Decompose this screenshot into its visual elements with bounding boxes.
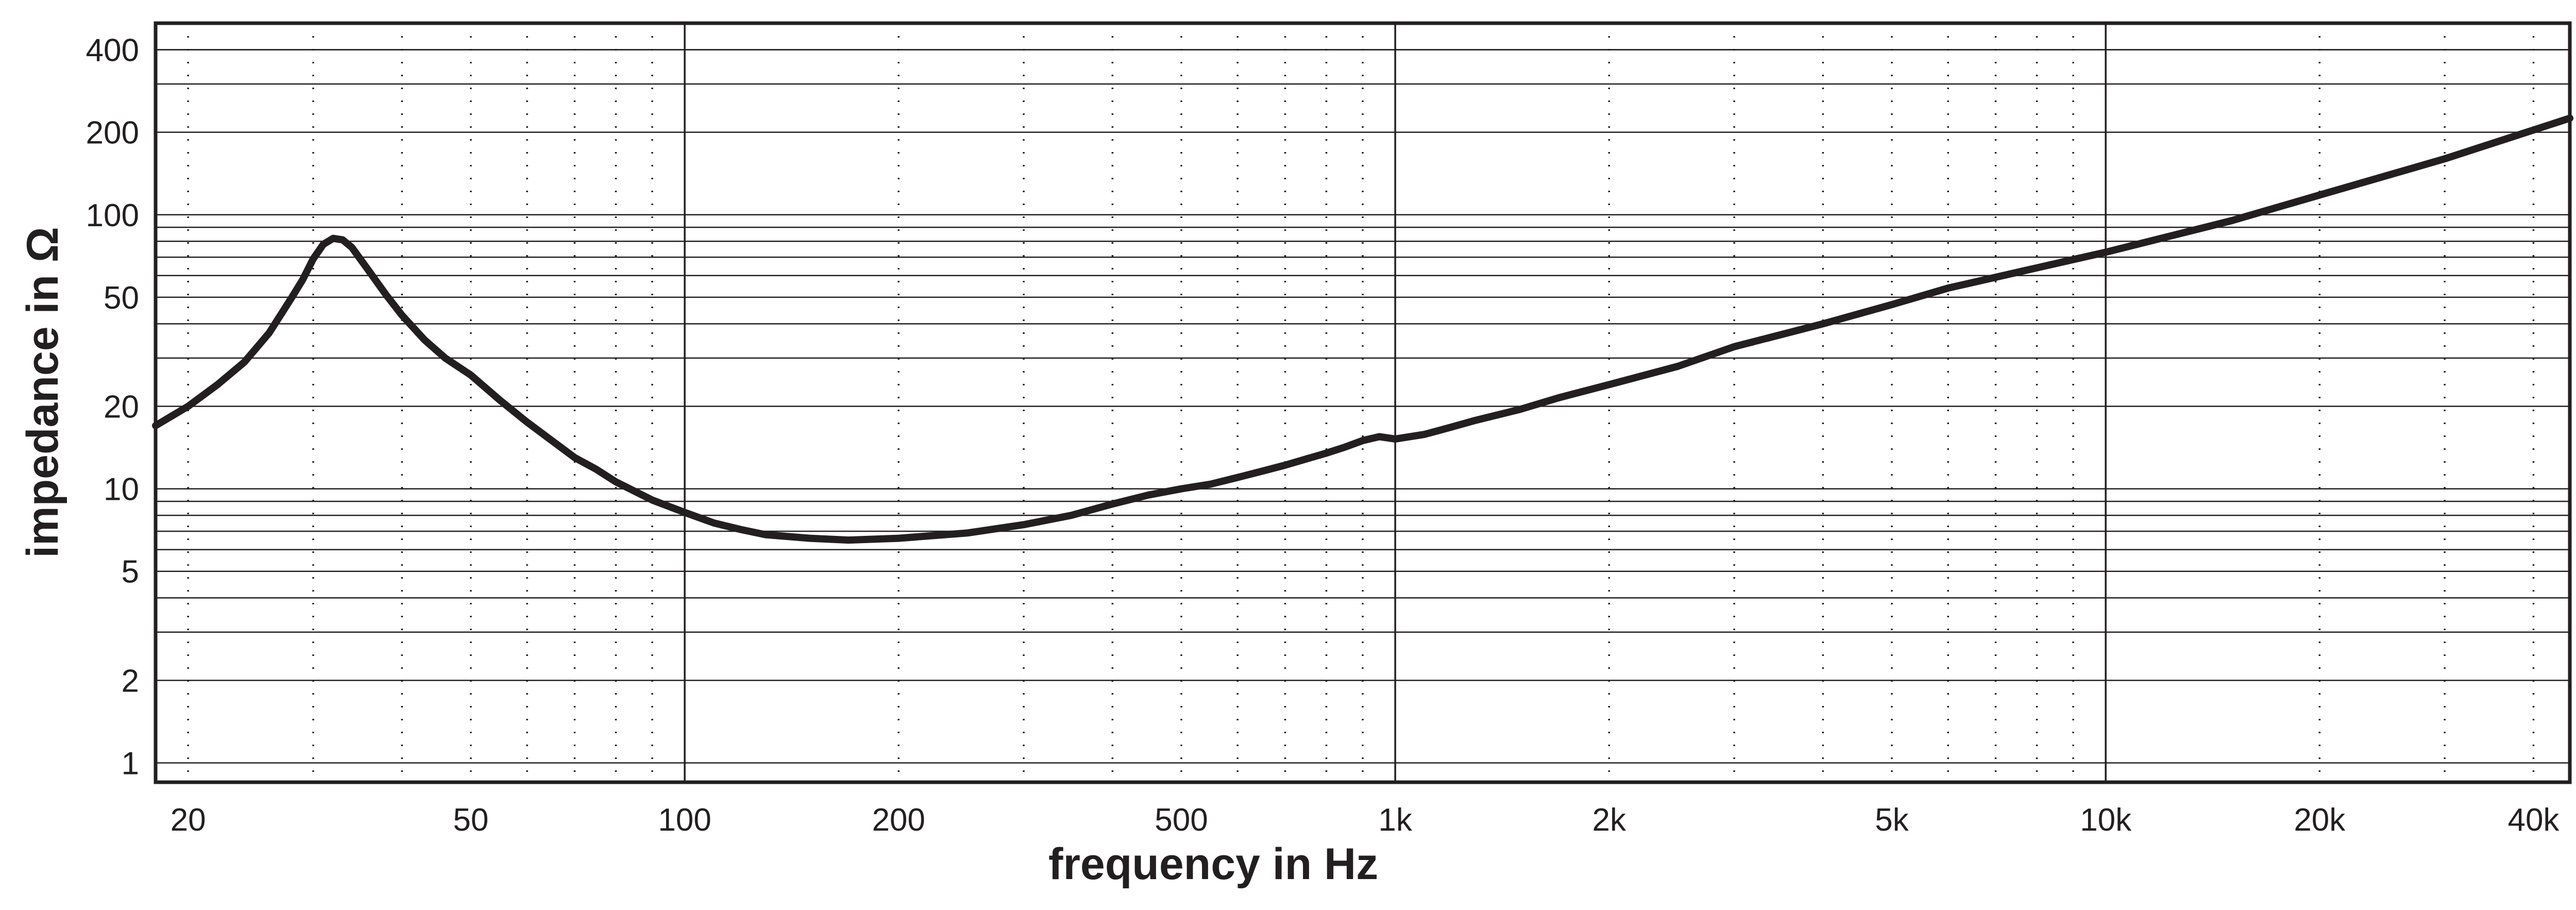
plot-frame (154, 21, 2572, 784)
x-tick-label: 50 (453, 802, 488, 838)
y-axis-title: impedance in Ω (18, 227, 67, 558)
x-tick-label: 200 (872, 802, 925, 838)
grid-layer (156, 23, 2570, 782)
y-tick-label: 200 (86, 115, 139, 151)
y-tick-label: 5 (122, 554, 139, 590)
x-tick-label: 10k (2080, 802, 2132, 838)
y-tick-label: 2 (122, 663, 139, 699)
x-axis-title: frequency in Hz (1048, 839, 1378, 889)
y-tick-label: 1 (122, 746, 139, 781)
x-tick-label: 500 (1155, 802, 1208, 838)
x-tick-label: 2k (1592, 802, 1626, 838)
tick-label-layer: 20 50 100 200 500 1k 2k 5k 10k 20k 40k 1 2 5 10 20 50 100… (86, 33, 2560, 838)
y-tick-label: 400 (86, 33, 139, 69)
y-tick-label: 20 (104, 390, 139, 425)
x-tick-label: 20k (2294, 802, 2346, 838)
y-tick-label: 10 (104, 472, 139, 508)
impedance-curve (152, 114, 2573, 544)
x-tick-label: 20 (171, 802, 206, 838)
y-tick-label: 100 (86, 198, 139, 233)
x-tick-label: 40k (2507, 802, 2560, 838)
x-tick-label: 100 (658, 802, 711, 838)
x-tick-label: 5k (1875, 802, 1909, 838)
x-tick-label: 1k (1378, 802, 1412, 838)
y-tick-label: 50 (104, 280, 139, 316)
